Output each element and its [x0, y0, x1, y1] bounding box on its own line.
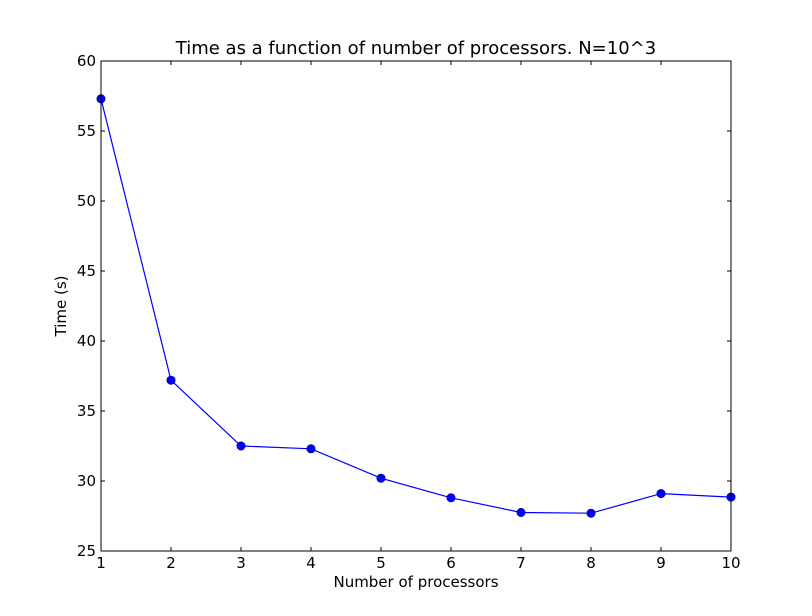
x-axis-label: Number of processors: [333, 573, 498, 591]
y-tick-label: 45: [77, 262, 96, 280]
plot-area: [101, 61, 731, 551]
data-point: [586, 508, 596, 518]
data-point: [446, 493, 456, 503]
x-tick-label: 5: [376, 554, 386, 572]
x-tick-label: 7: [516, 554, 526, 572]
y-tick-label: 60: [77, 52, 96, 70]
x-tick-label: 9: [656, 554, 666, 572]
data-point: [306, 444, 316, 454]
x-tick-label: 4: [306, 554, 316, 572]
x-tick-label: 3: [236, 554, 246, 572]
data-point: [236, 441, 246, 451]
x-tick-label: 6: [446, 554, 456, 572]
y-tick-label: 30: [77, 472, 96, 490]
data-point: [166, 375, 176, 385]
y-tick-label: 35: [77, 402, 96, 420]
x-tick-label: 2: [166, 554, 176, 572]
y-tick-label: 25: [77, 542, 96, 560]
y-tick-label: 40: [77, 332, 96, 350]
y-tick-label: 55: [77, 122, 96, 140]
x-tick-label: 8: [586, 554, 596, 572]
chart-title: Time as a function of number of processo…: [175, 38, 656, 59]
x-tick-label: 10: [721, 554, 740, 572]
axes-frame: [100, 60, 732, 552]
y-axis-label: Time (s): [52, 276, 70, 338]
data-point: [516, 507, 526, 517]
y-tick-label: 50: [77, 192, 96, 210]
series-layer: [96, 94, 736, 518]
data-point: [656, 489, 666, 499]
x-tick-label: 1: [96, 554, 106, 572]
series-line: [100, 98, 732, 514]
data-point: [376, 473, 386, 483]
